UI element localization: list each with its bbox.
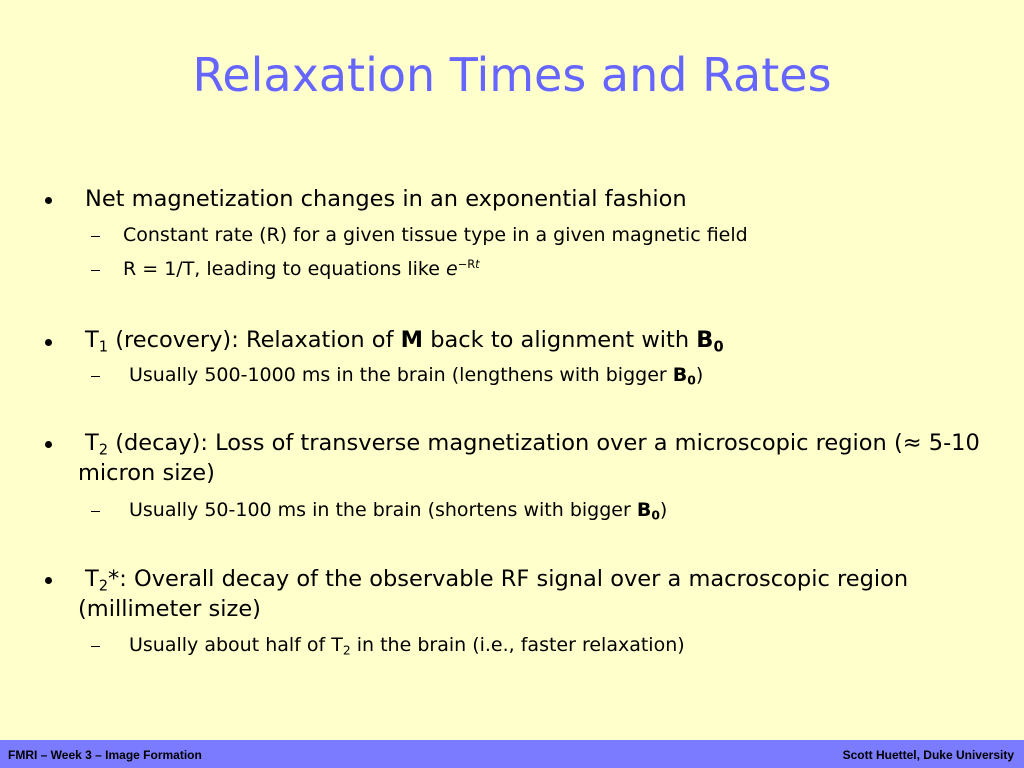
text-run: back to alignment with — [423, 327, 697, 353]
text-run: Usually about half of T — [129, 634, 343, 656]
text-run: B — [696, 327, 714, 353]
text-run: Usually 50-100 ms in the brain (shortens… — [129, 499, 637, 521]
footer-right: Scott Huettel, Duke University — [842, 748, 1014, 762]
dash — [91, 270, 100, 271]
bullet — [45, 339, 52, 346]
sub-bullet-text: Usually about half of T2 in the brain (i… — [129, 632, 1009, 658]
text-style: 0 — [713, 338, 723, 355]
text-run: T — [85, 430, 99, 456]
text-run: B — [672, 364, 688, 386]
dash — [91, 646, 100, 647]
sub-bullet-text: R = 1/T, leading to equations like e−Rt — [123, 256, 1003, 282]
bullet — [45, 441, 52, 448]
text-run: ) — [659, 499, 668, 521]
text-run: 1 — [98, 338, 109, 356]
dash — [91, 511, 100, 512]
text-style: −Rt — [458, 257, 480, 271]
text-run: 0 — [651, 508, 660, 523]
text-run: Usually 500-1000 ms in the brain (length… — [129, 364, 673, 386]
bullet — [45, 197, 52, 204]
text-style: 0 — [687, 374, 696, 388]
text-run: ) — [695, 364, 704, 386]
text-run: Net magnetization changes in an exponent… — [85, 186, 687, 212]
sub-bullet-text: Usually 50-100 ms in the brain (shortens… — [129, 497, 1009, 523]
text-run: T — [85, 566, 99, 592]
bullet — [45, 577, 52, 584]
text-run: 0 — [713, 338, 724, 356]
text-run: M — [400, 327, 424, 353]
text-run: (recovery): Relaxation of — [108, 327, 401, 353]
text-run: Constant rate (R) for a given tissue typ… — [123, 224, 748, 246]
text-style: 0 — [651, 509, 660, 523]
text-run: B — [636, 499, 652, 521]
bullet-text: T1 (recovery): Relaxation of M back to a… — [78, 325, 998, 355]
text-run: 2 — [342, 643, 351, 658]
footer-left: FMRI – Week 3 – Image Formation — [8, 748, 202, 762]
text-run: in the brain (i.e., faster relaxation) — [350, 634, 685, 656]
dash — [91, 236, 100, 237]
bullet-text: Net magnetization changes in an exponent… — [78, 184, 998, 214]
dash — [91, 376, 100, 377]
text-run: 2 — [98, 441, 109, 459]
text-run: 2 — [98, 577, 109, 595]
sub-bullet-text: Constant rate (R) for a given tissue typ… — [123, 222, 1003, 248]
text-run: −R — [457, 257, 476, 272]
text-run: T — [85, 327, 99, 353]
text-run: R = 1/T, leading to equations like — [123, 258, 446, 280]
text-run: *: Overall decay of the observable RF si… — [78, 566, 909, 622]
slide-title: Relaxation Times and Rates — [192, 48, 832, 102]
text-run: e — [445, 258, 458, 280]
bullet-text: T2 (decay): Loss of transverse magnetiza… — [78, 428, 998, 488]
text-run: 0 — [687, 373, 696, 388]
text-run: (decay): Loss of transverse magnetizatio… — [78, 430, 980, 486]
sub-bullet-text: Usually 500-1000 ms in the brain (length… — [129, 362, 1009, 388]
footer-bar: FMRI – Week 3 – Image Formation Scott Hu… — [0, 740, 1024, 768]
text-run: t — [475, 257, 480, 272]
bullet-text: T2*: Overall decay of the observable RF … — [78, 564, 998, 624]
